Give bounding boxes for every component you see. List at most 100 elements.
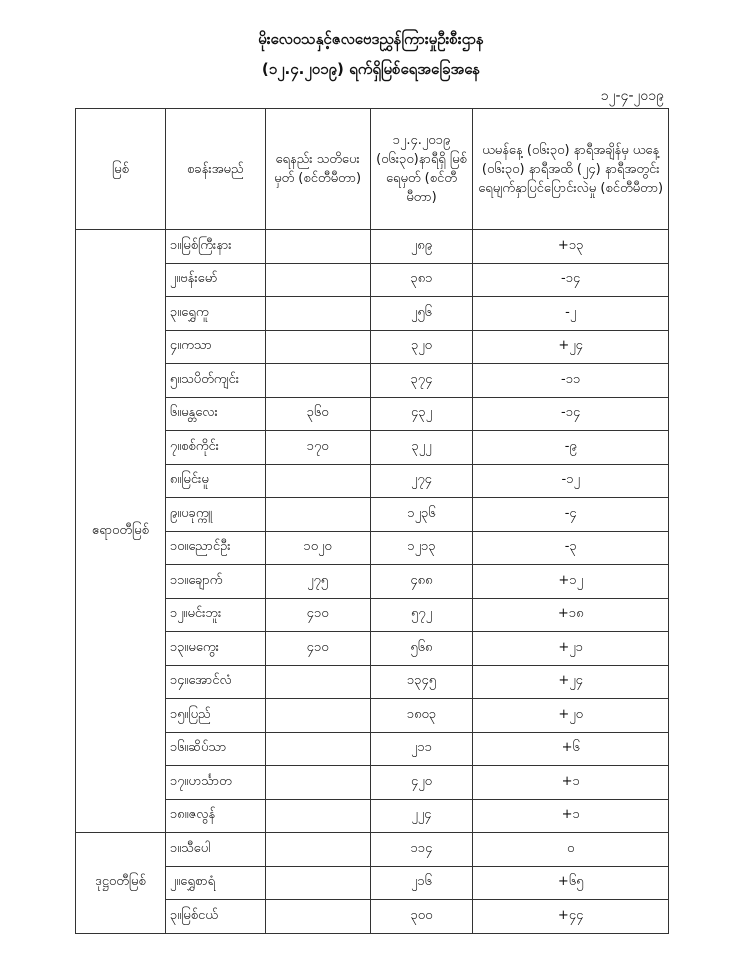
- level-change: +၆၅: [472, 865, 669, 900]
- warning-level: [264, 296, 371, 331]
- header-24h-change: ယမန်နေ့ (၀၆း၃၀) နာရီအချိန်မှ ယနေ့ (၀၆း၃၀…: [472, 108, 669, 230]
- warning-level: ၂၇၅: [264, 564, 371, 599]
- water-level: ၁၃၄၅: [369, 664, 474, 699]
- warning-level: ၄၁၀: [264, 597, 371, 632]
- warning-level: ၄၁၀: [264, 631, 371, 666]
- level-change: -၂: [472, 296, 669, 331]
- table-row: ၂။ရွှေစာရံ ၂၁၆ +၆၅: [76, 865, 669, 900]
- level-change: -၁၂: [472, 463, 669, 498]
- warning-level: [264, 698, 371, 733]
- table-row: ၂။ဗန်းမော် ၃၈၁ -၁၄: [76, 262, 669, 297]
- water-level: ၅၆၈: [369, 631, 474, 666]
- station-name: ၁။မြစ်ကြီးနား: [164, 229, 266, 264]
- level-change: +၁၃: [472, 229, 669, 264]
- table-row: ဧရာဝတီမြစ် ၁။မြစ်ကြီးနား ၂၈၉ +၁၃: [75, 229, 669, 833]
- water-level: ၂၂၄: [369, 798, 474, 833]
- water-level: ၅၇၂: [369, 597, 474, 632]
- warning-level: [264, 832, 371, 867]
- station-name: ၁၇။ဟင်္သာတ: [164, 765, 266, 800]
- station-name: ၁၄။အောင်လံ: [164, 664, 266, 699]
- warning-level: ၃၆၀: [264, 396, 371, 431]
- table-row: ၁၅။ပြည် ၁၈၀၃ +၂၀: [76, 698, 669, 733]
- level-change: +၂၀: [472, 698, 669, 733]
- warning-level: [264, 463, 371, 498]
- report-date: ၁၂-၄-၂၀၁၉: [600, 88, 664, 104]
- water-level: ၃၀၀: [369, 899, 474, 934]
- table-row: ၁၆။ဆိပ်သာ ၂၁၁ +၆: [76, 731, 669, 766]
- river-name: ဧရာဝတီမြစ်: [75, 229, 166, 833]
- table-row: ၁၇။ဟင်္သာတ ၄၂၀ +၁: [76, 765, 669, 800]
- water-level: ၁၈၀၃: [369, 698, 474, 733]
- header-station: စခန်းအမည်: [164, 108, 266, 230]
- table-row: ၇။စစ်ကိုင်း ၁၇၀ ၃၂၂ -၉: [76, 430, 669, 465]
- warning-level: [264, 262, 371, 297]
- warning-level: [264, 497, 371, 532]
- station-name: ၃။မြစ်ငယ်: [164, 899, 266, 934]
- station-name: ၁၂။မင်းဘူး: [164, 597, 266, 632]
- level-change: +၂၄: [472, 329, 669, 364]
- station-name: ၁၀။ညောင်ဦး: [164, 530, 266, 565]
- warning-level: [264, 329, 371, 364]
- level-change: -၁၄: [472, 262, 669, 297]
- level-change: +၁၂: [472, 564, 669, 599]
- warning-level: [264, 899, 371, 934]
- report-subtitle: (၁၂.၄.၂၀၁၉) ရက်ရှိမြစ်ရေအခြေအနေ: [261, 60, 481, 78]
- water-level: ၂၁၁: [369, 731, 474, 766]
- station-name: ၂။ဗန်းမော်: [164, 262, 266, 297]
- warning-level: [264, 229, 371, 264]
- warning-level: ၁၇၀: [264, 430, 371, 465]
- station-name: ၇။စစ်ကိုင်း: [164, 430, 266, 465]
- table-row: ၃။မြစ်ငယ် ၃၀၀ +၄၄: [76, 899, 669, 934]
- water-level: ၃၂၂: [369, 430, 474, 465]
- station-name: ၁၅။ပြည်: [164, 698, 266, 733]
- station-name: ၄။ကသာ: [164, 329, 266, 364]
- level-change: +၂၄: [472, 664, 669, 699]
- station-name: ၁၁။ချောက်: [164, 564, 266, 599]
- level-change: -၃: [472, 530, 669, 565]
- river-name: ဒုဋ္ဌဝတီမြစ်: [75, 832, 166, 934]
- header-water-level: ၁၂.၄.၂၀၁၉ (၀၆း၃၀)နာရီရှိ မြစ်ရေမှတ် (စင်…: [369, 108, 474, 230]
- water-level: ၁၂၁၃: [369, 530, 474, 565]
- water-level: ၂၈၉: [369, 229, 474, 264]
- table-row: ၅။သပိတ်ကျင်း ၃၇၄ -၁၁: [76, 363, 669, 398]
- river-level-table: မြစ် စခန်းအမည် ရေနည်း သတိပေးမှတ် (စင်တီမ…: [75, 108, 669, 934]
- warning-level: [264, 798, 371, 833]
- warning-level: [264, 765, 371, 800]
- level-change: ၀: [472, 832, 669, 867]
- level-change: +၁: [472, 798, 669, 833]
- water-level: ၃၇၄: [369, 363, 474, 398]
- header-warning-level: ရေနည်း သတိပေးမှတ် (စင်တီမီတာ): [264, 108, 371, 230]
- table-row: ဒုဋ္ဌဝတီမြစ် ၁။သီပေါ ၁၁၄၀: [75, 832, 669, 934]
- table-row: ၁၈။ဇလွန် ၂၂၄ +၁: [76, 798, 669, 833]
- warning-level: [264, 731, 371, 766]
- level-change: -၁၄: [472, 396, 669, 431]
- table-row: ၁၄။အောင်လံ ၁၃၄၅ +၂၄: [76, 664, 669, 699]
- table-row: ၁၀။ညောင်ဦး ၁၀၂၀ ၁၂၁၃ -၃: [76, 530, 669, 565]
- warning-level: [264, 865, 371, 900]
- station-name: ၁၈။ဇလွန်: [164, 798, 266, 833]
- water-level: ၂၁၆: [369, 865, 474, 900]
- table-row: ၉။ပခုက္ကူ ၁၂၃၆ -၄: [76, 497, 669, 532]
- station-name: ၃။ရွှေကူ: [164, 296, 266, 331]
- station-name: ၉။ပခုက္ကူ: [164, 497, 266, 532]
- warning-level: [264, 664, 371, 699]
- station-name: ၁၆။ဆိပ်သာ: [164, 731, 266, 766]
- table-row: ၄။ကသာ ၃၂၀ +၂၄: [76, 329, 669, 364]
- table-row: ၆။မန္တလေး ၃၆၀ ၄၃၂ -၁၄: [76, 396, 669, 431]
- table-row: ၁၃။မကွေး ၄၁၀ ၅၆၈ +၂၁: [76, 631, 669, 666]
- table-row: ၃။ရွှေကူ ၂၅၆ -၂: [76, 296, 669, 331]
- water-level: ၂၇၄: [369, 463, 474, 498]
- department-title: မိုးလေဝသနှင့်ဇလဗေဒညွှန်ကြားမှုဦးစီးဌာန: [258, 30, 484, 48]
- station-name: ၈။မြင်းမူ: [164, 463, 266, 498]
- water-level: ၄၈၈: [369, 564, 474, 599]
- water-level: ၁၂၃၆: [369, 497, 474, 532]
- warning-level: ၁၀၂၀: [264, 530, 371, 565]
- header-river: မြစ်: [75, 108, 166, 230]
- level-change: +၂၁: [472, 631, 669, 666]
- water-level: ၁၁၄: [369, 832, 474, 867]
- table-row: ၈။မြင်းမူ ၂၇၄ -၁၂: [76, 463, 669, 498]
- water-level: ၃၈၁: [369, 262, 474, 297]
- station-name: ၆။မန္တလေး: [164, 396, 266, 431]
- water-level: ၄၂၀: [369, 765, 474, 800]
